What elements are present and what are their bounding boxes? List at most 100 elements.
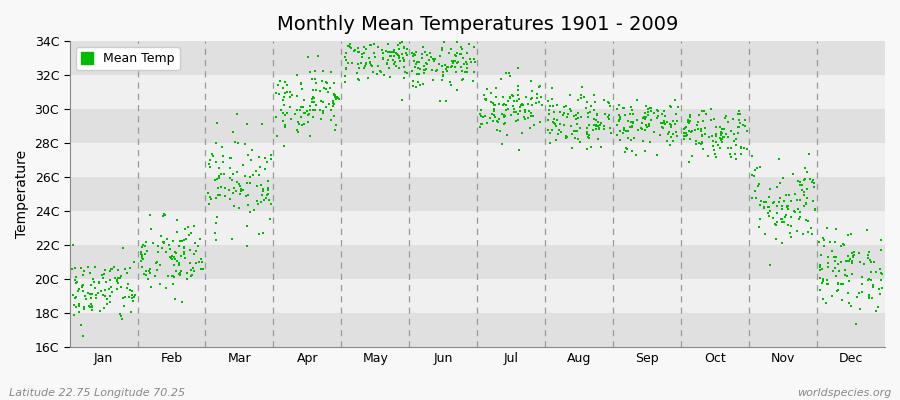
Point [826, 254, 841, 260]
Point [580, 114, 595, 120]
Point [763, 208, 778, 214]
Point [665, 118, 680, 124]
Point [642, 121, 656, 127]
Point [543, 103, 557, 109]
Point [676, 136, 690, 142]
Point [813, 267, 827, 273]
Point [327, 92, 341, 98]
Point [830, 288, 844, 294]
Point [230, 169, 244, 175]
Point [834, 243, 849, 250]
Point [698, 108, 712, 114]
Point [359, 61, 374, 67]
Point [616, 104, 630, 111]
Point [689, 141, 704, 147]
Point [417, 70, 431, 76]
Point [822, 263, 836, 270]
Point [153, 281, 167, 287]
Point [104, 299, 118, 306]
Point [135, 264, 149, 270]
Point [447, 52, 462, 58]
Point [93, 307, 107, 314]
Point [734, 144, 749, 150]
Point [138, 243, 152, 249]
Point [91, 290, 105, 296]
Point [275, 118, 290, 124]
Point [446, 60, 461, 66]
Point [427, 58, 441, 65]
Point [641, 112, 655, 118]
Point [842, 299, 857, 306]
Point [193, 259, 207, 265]
Point [305, 114, 320, 120]
Point [861, 293, 876, 299]
Point [612, 117, 626, 124]
Point [440, 64, 454, 71]
Point [205, 151, 220, 157]
Point [533, 118, 547, 125]
Point [206, 153, 220, 159]
Point [68, 304, 83, 310]
Point [813, 287, 827, 293]
Point [472, 124, 487, 130]
Point [449, 53, 464, 60]
Point [612, 118, 626, 124]
Point [816, 276, 831, 282]
Point [763, 262, 778, 268]
Point [507, 106, 521, 112]
Point [492, 101, 507, 108]
Point [777, 218, 791, 225]
Point [752, 224, 767, 230]
Point [328, 126, 342, 133]
Point [616, 130, 630, 137]
Point [651, 108, 665, 114]
Point [807, 206, 822, 213]
Point [682, 128, 697, 134]
Point [328, 91, 342, 97]
Point [322, 85, 337, 92]
Point [395, 96, 410, 103]
Point [88, 292, 103, 298]
Point [660, 118, 674, 125]
Point [356, 51, 370, 57]
Point [177, 249, 192, 256]
Point [637, 114, 652, 120]
Point [590, 111, 604, 117]
Point [374, 69, 388, 75]
Point [172, 271, 186, 278]
Point [381, 48, 395, 55]
Point [704, 117, 718, 124]
Point [709, 138, 724, 145]
Point [176, 244, 191, 250]
Point [569, 115, 583, 122]
Point [662, 129, 676, 135]
Point [797, 191, 812, 198]
Point [137, 271, 151, 278]
Point [203, 157, 218, 164]
Point [825, 248, 840, 254]
Point [126, 294, 140, 300]
Point [772, 180, 787, 186]
Point [824, 293, 839, 299]
Point [76, 333, 90, 339]
Point [446, 58, 460, 64]
Point [324, 117, 338, 123]
Point [454, 51, 468, 57]
Point [164, 255, 178, 262]
Point [370, 71, 384, 77]
Point [409, 84, 423, 90]
Point [505, 92, 519, 98]
Point [699, 111, 714, 117]
Point [613, 136, 627, 143]
Point [329, 94, 344, 101]
Point [523, 124, 537, 131]
Point [602, 103, 616, 109]
Point [625, 148, 639, 154]
Point [724, 145, 738, 151]
Point [841, 290, 855, 296]
Point [784, 234, 798, 240]
Point [763, 186, 778, 192]
Point [302, 69, 317, 76]
Point [78, 293, 93, 299]
Point [853, 306, 868, 312]
